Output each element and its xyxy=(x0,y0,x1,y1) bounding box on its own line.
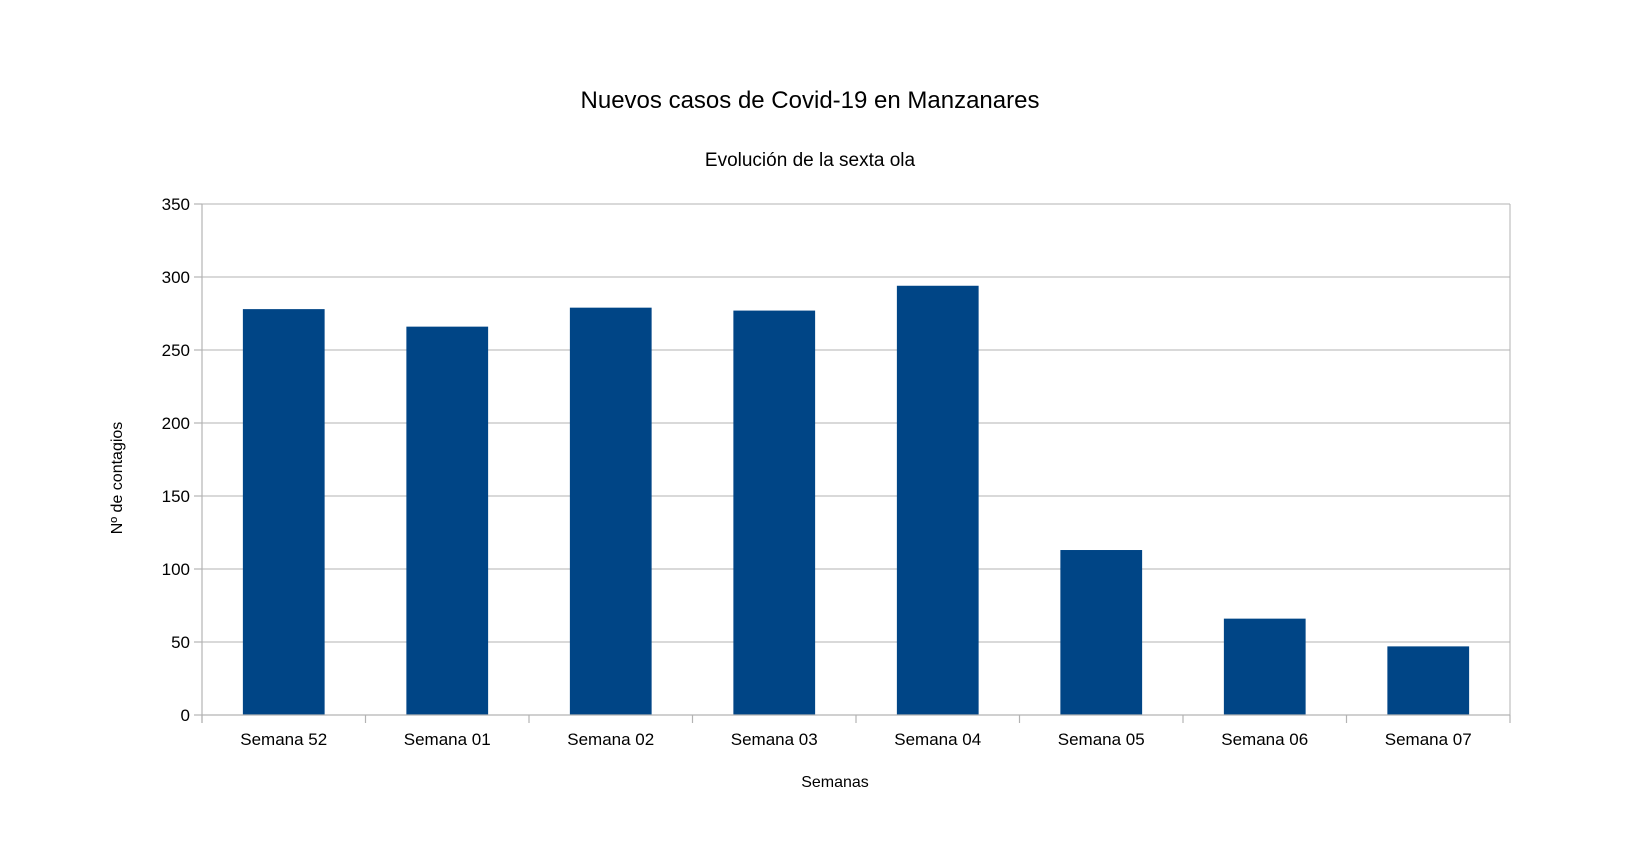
y-tick-label: 300 xyxy=(162,268,190,287)
chart-title: Nuevos casos de Covid-19 en Manzanares xyxy=(581,87,1040,114)
y-tick-label: 0 xyxy=(181,706,190,725)
x-axis-title: Semanas xyxy=(801,774,869,791)
x-tick-label: Semana 01 xyxy=(404,730,491,749)
x-tick-label: Semana 03 xyxy=(731,730,818,749)
x-tick-label: Semana 07 xyxy=(1385,730,1472,749)
x-tick-label: Semana 06 xyxy=(1221,730,1308,749)
bar-semana-06 xyxy=(1223,618,1306,715)
bar-semana-05 xyxy=(1060,550,1143,715)
x-tick-label: Semana 04 xyxy=(894,730,981,749)
x-tick-label: Semana 52 xyxy=(240,730,327,749)
bar-semana-01 xyxy=(406,326,489,715)
bars xyxy=(242,285,1470,715)
bar-semana-02 xyxy=(569,307,652,715)
x-tick-label: Semana 02 xyxy=(567,730,654,749)
bar-semana-07 xyxy=(1387,646,1470,715)
gridlines xyxy=(202,203,1510,643)
x-tick-label: Semana 05 xyxy=(1058,730,1145,749)
chart-subtitle: Evolución de la sexta ola xyxy=(705,150,916,171)
bar-semana-03 xyxy=(733,310,816,715)
y-axis-title: Nº de contagios xyxy=(109,422,126,535)
bar-semana-52 xyxy=(242,309,325,715)
bar-semana-04 xyxy=(896,285,979,715)
y-tick-labels: 0 50 100 150 200 250 300 350 xyxy=(162,195,190,725)
y-tick-label: 50 xyxy=(171,633,190,652)
x-tick-labels: Semana 52 Semana 01 Semana 02 Semana 03 Sema… xyxy=(240,730,1471,749)
y-tick-label: 100 xyxy=(162,560,190,579)
y-tick-label: 200 xyxy=(162,414,190,433)
y-tick-label: 250 xyxy=(162,341,190,360)
y-tick-label: 150 xyxy=(162,487,190,506)
axes xyxy=(194,203,1511,723)
y-tick-label: 350 xyxy=(162,195,190,214)
